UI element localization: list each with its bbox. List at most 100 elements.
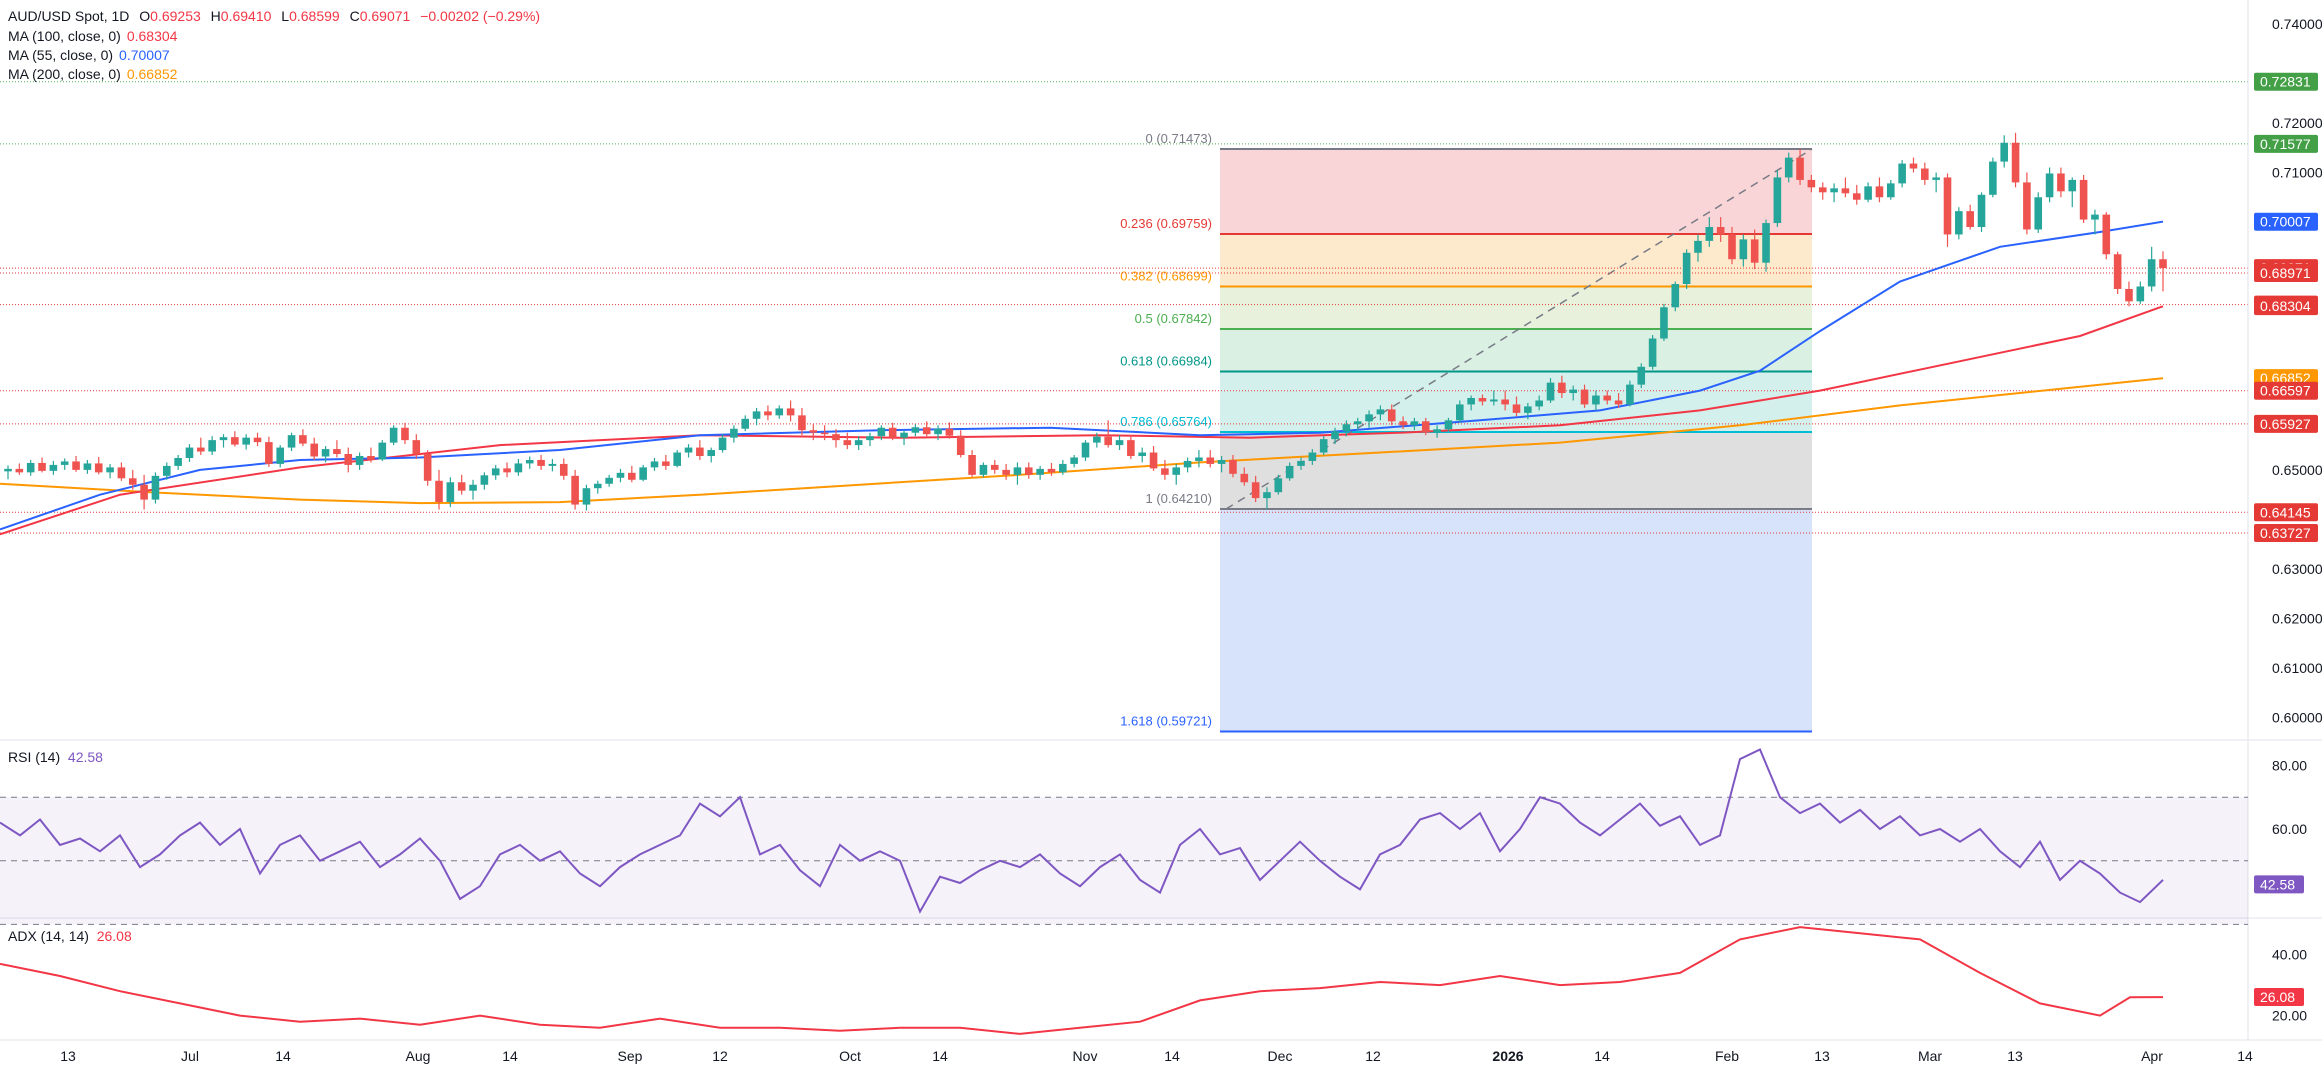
candle-body [1433,429,1441,433]
time-tick: 12 [1365,1048,1381,1064]
candle-body [1229,459,1237,474]
candle-body [1558,382,1566,394]
candle-body [378,442,387,460]
candle-body [1059,463,1067,473]
time-tick: Feb [1715,1048,1739,1064]
time-tick: Oct [839,1048,861,1064]
ohlc-high: H0.69410 [210,8,272,24]
candle-body [1852,193,1861,200]
price-label-bg [2254,414,2318,433]
candle-body [1183,460,1192,468]
time-tick: 12 [712,1048,728,1064]
fib-level-label: 0.618 (0.66984) [1120,354,1212,369]
candle-body [1319,439,1328,453]
candle-body [219,437,228,441]
candle-body [866,436,874,441]
ma100-legend[interactable]: MA (100, close, 0) 0.68304 [8,28,183,44]
candle-body [2091,214,2099,220]
candle-body [911,427,920,433]
fib-level-label: 0.382 (0.68699) [1120,269,1212,284]
price-label-bg [2254,134,2318,153]
candle-body [1501,399,1509,405]
candle-body [1660,307,1668,339]
candle-body [185,447,194,458]
fib-level-label: 1 (0.64210) [1146,491,1213,506]
candle-body [265,442,273,464]
candle-body [2034,197,2043,230]
candle-body [231,437,239,445]
candle-body [1546,382,1555,401]
time-tick: 14 [502,1048,518,1064]
candle-body [1081,442,1090,458]
time-tick: 14 [932,1048,948,1064]
candle-body [1013,467,1022,475]
candle-body [1478,398,1487,402]
adx-legend[interactable]: ADX (14, 14) 26.08 [8,928,132,944]
candle-body [151,475,160,500]
candle-body [367,455,375,460]
price-label-bg [2254,264,2318,283]
fibonacci-retracement[interactable]: 0 (0.71473) 0.236 (0.69759) 0.382 (0.68699… [1120,131,1813,733]
ma200-legend[interactable]: MA (200, close, 0) 0.66852 [8,66,183,82]
candle-body [537,459,545,466]
candle-body [1297,460,1305,466]
candle-body [968,455,976,475]
candle-body [548,463,557,466]
ma55-value: 0.70007 [119,47,170,63]
price-label: 0.66597 [2260,383,2311,399]
price-axis[interactable]: 0.74000 0.72000 0.71000 0.65000 0.63000 0.620… [2254,16,2322,1024]
ma55-legend[interactable]: MA (55, close, 0) 0.70007 [8,47,176,63]
candle-body [628,472,636,480]
fib-zone [1220,509,1812,732]
adx-tick: 20.00 [2272,1008,2307,1024]
candle-body [1830,188,1838,193]
candle-body [1818,187,1827,193]
time-axis[interactable]: 13 Jul 14 Aug 14 Sep 12 Oct 14 Nov 14 Dec 12 2026 14 Fe… [60,1048,2253,1064]
candle-body [1739,239,1748,260]
candle-body [1932,177,1940,180]
rsi-value: 42.58 [67,749,103,765]
candle-body [684,447,693,453]
rsi-value-label: 42.58 [2260,876,2295,892]
candle-body [355,455,364,465]
rsi-legend[interactable]: RSI (14) 42.58 [8,749,103,765]
candle-body [1716,227,1725,235]
adx-value-label: 26.08 [2260,989,2295,1005]
candle-body [1671,284,1680,308]
candle-body [242,437,250,445]
fib-zone [1220,329,1812,372]
candle-body [1387,409,1396,422]
candle-body [503,468,511,473]
candle-body [514,463,523,473]
price-tick: 0.60000 [2272,710,2322,726]
time-tick: 13 [1814,1048,1830,1064]
price-label-bg [2254,212,2318,231]
candle-body [1285,465,1294,479]
candle-body [1705,227,1714,241]
main-legend: AUD/USD Spot, 1D O0.69253 H0.69410 L0.68… [8,8,546,24]
candle-body [1274,478,1283,493]
ma100-label: MA (100, close, 0) [8,28,121,44]
time-tick: Sep [618,1048,643,1064]
candle-body [1455,404,1464,421]
adx-tick: 40.00 [2272,947,2307,963]
fib-level-label: 0.236 (0.69759) [1120,216,1212,231]
candle-body [1569,389,1578,394]
indicator-panes [0,0,2322,1041]
price-label: 0.71577 [2260,136,2311,152]
candle-body [1070,457,1078,464]
candle-body [786,408,795,416]
price-label: 0.72831 [2260,74,2311,90]
candle-body [1149,452,1158,469]
candle-body [253,437,262,443]
candle-body [435,480,443,503]
candle-body [922,427,931,435]
candle-body [1796,157,1804,180]
candle-body [1240,473,1249,483]
candle-body [1580,389,1589,405]
candle-body [1898,163,1906,184]
candle-body [605,477,613,484]
candle-body [1807,179,1816,188]
candle-body [26,462,35,473]
